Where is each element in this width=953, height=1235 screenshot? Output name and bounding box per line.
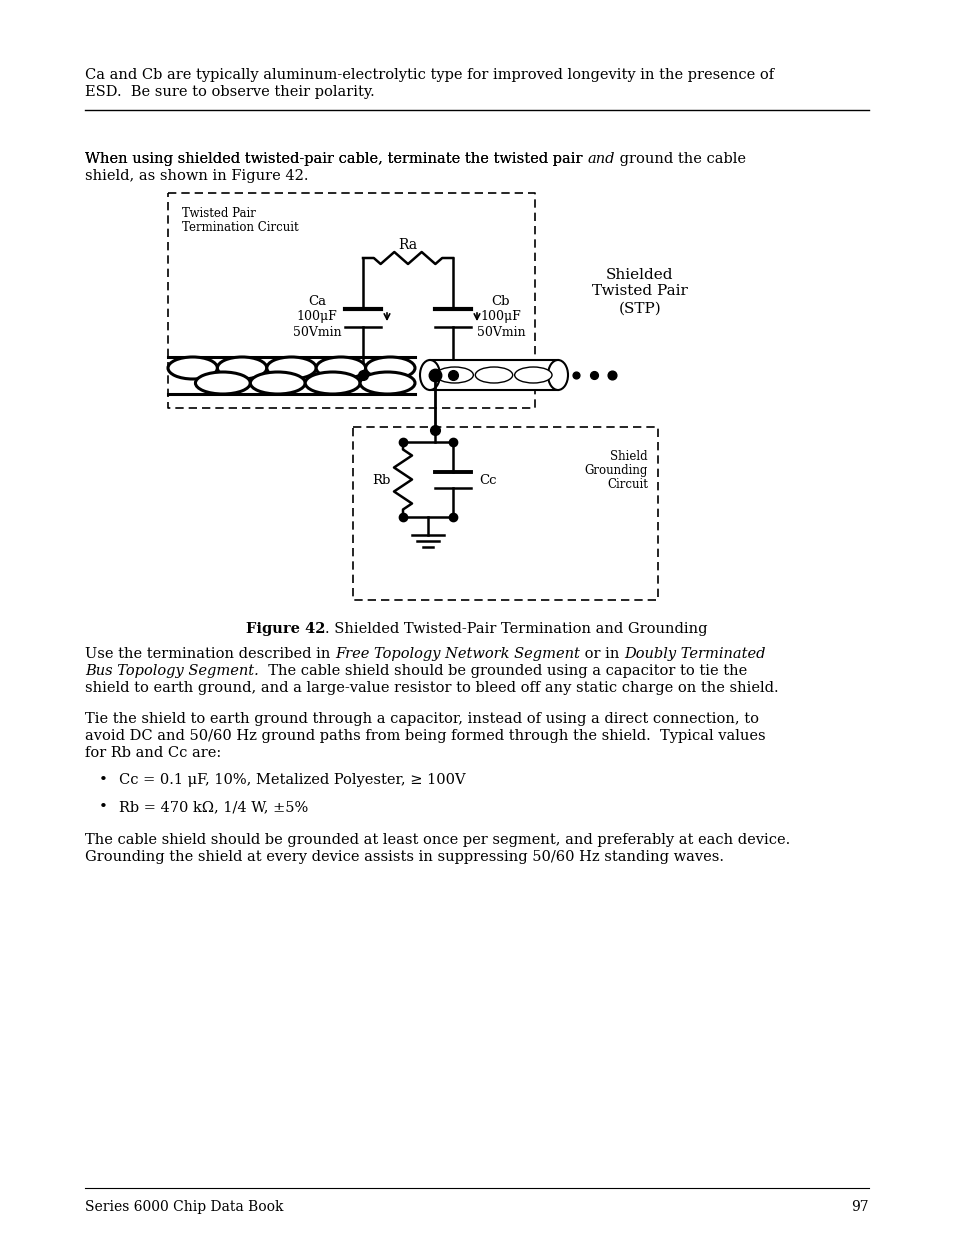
Ellipse shape bbox=[475, 367, 512, 383]
Ellipse shape bbox=[514, 367, 552, 383]
Text: The cable shield should be grounded at least once per segment, and preferably at: The cable shield should be grounded at l… bbox=[85, 832, 789, 847]
Text: ESD.  Be sure to observe their polarity.: ESD. Be sure to observe their polarity. bbox=[85, 85, 375, 99]
Text: 100μF: 100μF bbox=[480, 310, 521, 324]
Ellipse shape bbox=[267, 357, 315, 379]
Text: Rb = 470 kΩ, 1/4 W, ±5%: Rb = 470 kΩ, 1/4 W, ±5% bbox=[119, 800, 308, 814]
Text: . Shielded Twisted-Pair Termination and Grounding: . Shielded Twisted-Pair Termination and … bbox=[0, 622, 382, 636]
Text: 50Vmin: 50Vmin bbox=[476, 326, 525, 338]
Text: avoid DC and 50/60 Hz ground paths from being formed through the shield.  Typica: avoid DC and 50/60 Hz ground paths from … bbox=[85, 729, 765, 743]
Bar bbox=[430, 359, 558, 390]
Text: •: • bbox=[99, 800, 108, 814]
Ellipse shape bbox=[436, 367, 473, 383]
Ellipse shape bbox=[168, 357, 217, 379]
Text: When using shielded twisted-pair cable, terminate the twisted pair: When using shielded twisted-pair cable, … bbox=[85, 152, 586, 165]
Text: Twisted Pair: Twisted Pair bbox=[182, 207, 255, 220]
Ellipse shape bbox=[419, 359, 439, 390]
Text: Ca: Ca bbox=[308, 295, 326, 308]
Text: Use the termination described in: Use the termination described in bbox=[85, 647, 335, 661]
Text: Grounding the shield at every device assists in suppressing 50/60 Hz standing wa: Grounding the shield at every device ass… bbox=[85, 850, 723, 864]
Ellipse shape bbox=[359, 372, 415, 394]
Text: 97: 97 bbox=[850, 1200, 868, 1214]
Text: shield to earth ground, and a large-value resistor to bleed off any static charg: shield to earth ground, and a large-valu… bbox=[85, 680, 778, 695]
Text: 100μF: 100μF bbox=[296, 310, 337, 324]
Text: Doubly Terminated: Doubly Terminated bbox=[623, 647, 764, 661]
Text: Shielded: Shielded bbox=[605, 268, 673, 282]
Text: . Shielded Twisted-Pair Termination and Grounding: . Shielded Twisted-Pair Termination and … bbox=[325, 622, 707, 636]
Ellipse shape bbox=[195, 372, 250, 394]
Text: Cc: Cc bbox=[478, 473, 496, 487]
Ellipse shape bbox=[315, 357, 365, 379]
Text: and: and bbox=[586, 152, 614, 165]
Text: Shield: Shield bbox=[610, 450, 647, 463]
Ellipse shape bbox=[217, 357, 267, 379]
Text: for Rb and Cc are:: for Rb and Cc are: bbox=[85, 746, 221, 760]
Text: Twisted Pair: Twisted Pair bbox=[592, 284, 687, 298]
Text: 50Vmin: 50Vmin bbox=[293, 326, 341, 338]
Text: The cable shield should be grounded using a capacitor to tie the: The cable shield should be grounded usin… bbox=[258, 664, 746, 678]
Text: Grounding: Grounding bbox=[584, 464, 647, 477]
Text: Termination Circuit: Termination Circuit bbox=[182, 221, 298, 233]
Text: Rb: Rb bbox=[372, 474, 390, 487]
Ellipse shape bbox=[547, 359, 567, 390]
Text: When using shielded twisted-pair cable, terminate the twisted pair: When using shielded twisted-pair cable, … bbox=[85, 152, 586, 165]
Ellipse shape bbox=[305, 372, 359, 394]
Text: Figure 42: Figure 42 bbox=[246, 622, 325, 636]
Text: shield, as shown in Figure 42.: shield, as shown in Figure 42. bbox=[85, 169, 308, 183]
Ellipse shape bbox=[250, 372, 305, 394]
Text: Series 6000 Chip Data Book: Series 6000 Chip Data Book bbox=[85, 1200, 283, 1214]
Text: Cb: Cb bbox=[491, 295, 510, 308]
Text: (STP): (STP) bbox=[618, 303, 660, 316]
Text: Cc = 0.1 μF, 10%, Metalized Polyester, ≥ 100V: Cc = 0.1 μF, 10%, Metalized Polyester, ≥… bbox=[119, 773, 465, 787]
Text: Circuit: Circuit bbox=[606, 478, 647, 492]
Text: or in: or in bbox=[579, 647, 623, 661]
Text: Tie the shield to earth ground through a capacitor, instead of using a direct co: Tie the shield to earth ground through a… bbox=[85, 713, 759, 726]
Text: ground the cable: ground the cable bbox=[614, 152, 745, 165]
Text: •: • bbox=[99, 773, 108, 787]
Ellipse shape bbox=[365, 357, 415, 379]
Text: Ca and Cb are typically aluminum-electrolytic type for improved longevity in the: Ca and Cb are typically aluminum-electro… bbox=[85, 68, 773, 82]
Text: Ra: Ra bbox=[398, 238, 417, 252]
Text: Bus Topology Segment.: Bus Topology Segment. bbox=[85, 664, 258, 678]
Text: Figure 42: Figure 42 bbox=[0, 622, 79, 636]
Text: Free Topology Network Segment: Free Topology Network Segment bbox=[335, 647, 579, 661]
